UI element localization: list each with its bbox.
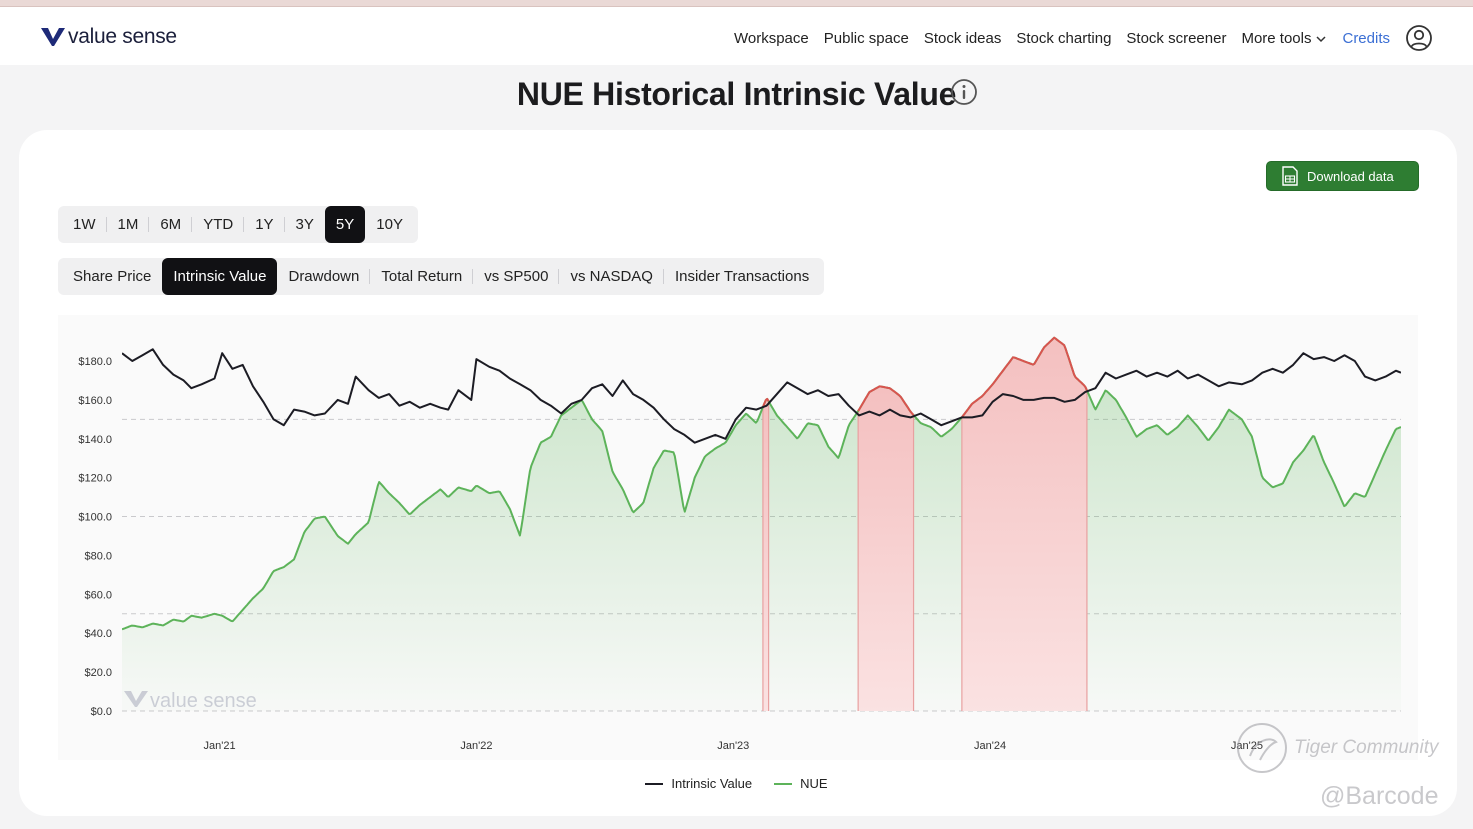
- y-tick-label: $0.0: [91, 706, 112, 718]
- range-10y[interactable]: 10Y: [376, 216, 403, 233]
- y-tick-label: $40.0: [84, 628, 112, 640]
- plot-area: [122, 336, 1401, 711]
- nue-line-overvalued-0: [761, 397, 770, 408]
- legend-intrinsic-value[interactable]: Intrinsic Value: [645, 776, 752, 791]
- page-title: NUE Historical Intrinsic Value: [516, 76, 957, 112]
- nav-stock-charting[interactable]: Stock charting: [1016, 29, 1112, 47]
- logo-text: value sense: [68, 25, 177, 48]
- y-tick-label: $80.0: [84, 550, 112, 562]
- legend-label-intrinsic: Intrinsic Value: [671, 776, 753, 791]
- x-tick-label: Jan'23: [717, 740, 749, 752]
- y-tick-label: $20.0: [84, 667, 112, 679]
- overvalued-area-1: [858, 386, 914, 711]
- nue-line-overvalued-2: [961, 336, 1088, 418]
- intrinsic-value-chart[interactable]: $0.0 $20.0 $40.0 $60.0 $80.0 $100.0 $120.0 $140…: [58, 315, 1418, 760]
- overvalued-area-2: [961, 337, 1087, 711]
- download-data-label: Download data: [1307, 168, 1394, 184]
- more-tools-label: More tools: [1241, 29, 1312, 47]
- spreadsheet-file-icon: [1282, 166, 1298, 186]
- x-tick-label: Jan'24: [974, 740, 1006, 752]
- logo-v-icon: [41, 28, 65, 46]
- legend-nue[interactable]: NUE: [774, 776, 828, 791]
- download-data-button[interactable]: Download data: [1266, 161, 1419, 191]
- tab-total-return[interactable]: Total Return: [370, 258, 474, 295]
- community-watermark: Tiger Community: [1236, 722, 1438, 774]
- x-tick-label: Jan'21: [204, 740, 236, 752]
- nav-credits[interactable]: Credits: [1342, 29, 1390, 47]
- logo[interactable]: value sense: [40, 25, 177, 49]
- range-6m[interactable]: 6M: [149, 206, 193, 243]
- handle-watermark: @Barcode: [1320, 782, 1439, 810]
- nav-more-tools[interactable]: More tools: [1241, 30, 1327, 47]
- chart-legend: Intrinsic Value NUE: [0, 776, 1473, 791]
- nav-workspace[interactable]: Workspace: [733, 29, 809, 47]
- overvalued-area-0: [762, 398, 769, 711]
- tab-vs-sp500[interactable]: vs SP500: [473, 258, 560, 295]
- header: value sense Workspace Public space Stock…: [0, 7, 1473, 65]
- x-tick-label: Jan'22: [460, 740, 492, 752]
- user-account-icon[interactable]: [1405, 24, 1433, 52]
- main-nav: Workspace Public space Stock ideas Stock…: [719, 24, 1433, 52]
- tab-drawdown[interactable]: Drawdown: [277, 258, 371, 295]
- nue-line-overvalued-1: [857, 385, 915, 416]
- chevron-down-icon: [1316, 36, 1327, 42]
- nav-public-space[interactable]: Public space: [823, 29, 909, 47]
- y-tick-label: $180.0: [78, 356, 112, 368]
- nue-line: [122, 336, 1401, 631]
- range-3y[interactable]: 3Y: [295, 216, 314, 233]
- tiger-logo-icon: [1237, 723, 1287, 773]
- tab-vs-nasdaq[interactable]: vs NASDAQ: [559, 258, 664, 295]
- tab-intrinsic-value[interactable]: Intrinsic Value: [162, 258, 278, 295]
- time-range-selector: 1W 1M 6M YTD 1Y 3Y 5Y 10Y: [58, 206, 418, 243]
- legend-swatch-intrinsic: [645, 782, 664, 785]
- y-tick-label: $160.0: [78, 395, 112, 407]
- nav-stock-ideas[interactable]: Stock ideas: [923, 29, 1002, 47]
- y-tick-label: $140.0: [78, 434, 112, 446]
- legend-label-nue: NUE: [800, 776, 828, 791]
- range-1w[interactable]: 1W: [62, 206, 107, 243]
- range-ytd[interactable]: YTD: [192, 206, 245, 243]
- range-5y[interactable]: 5Y: [324, 206, 366, 243]
- y-tick-label: $60.0: [84, 589, 112, 601]
- chart-type-tabs: Share Price Intrinsic Value Drawdown Tot…: [58, 258, 825, 295]
- nav-stock-screener[interactable]: Stock screener: [1126, 29, 1227, 47]
- chart-watermark-text: value sense: [150, 690, 257, 712]
- range-1y[interactable]: 1Y: [244, 206, 285, 243]
- tab-share-price[interactable]: Share Price: [73, 268, 152, 285]
- y-tick-label: $100.0: [78, 512, 112, 524]
- community-watermark-text: Tiger Community: [1294, 737, 1439, 758]
- chart-area: $0.0 $20.0 $40.0 $60.0 $80.0 $100.0 $120.0 $140…: [58, 315, 1418, 760]
- y-tick-label: $120.0: [78, 473, 112, 485]
- chart-watermark-v-icon: [124, 691, 148, 707]
- legend-swatch-nue: [774, 782, 793, 785]
- top-strip: [0, 0, 1473, 7]
- chart-watermark: value sense: [124, 690, 257, 712]
- info-icon[interactable]: [950, 78, 978, 106]
- tab-insider-transactions[interactable]: Insider Transactions: [674, 268, 810, 285]
- intrinsic-value-line: [122, 348, 1401, 444]
- range-1m[interactable]: 1M: [107, 206, 150, 243]
